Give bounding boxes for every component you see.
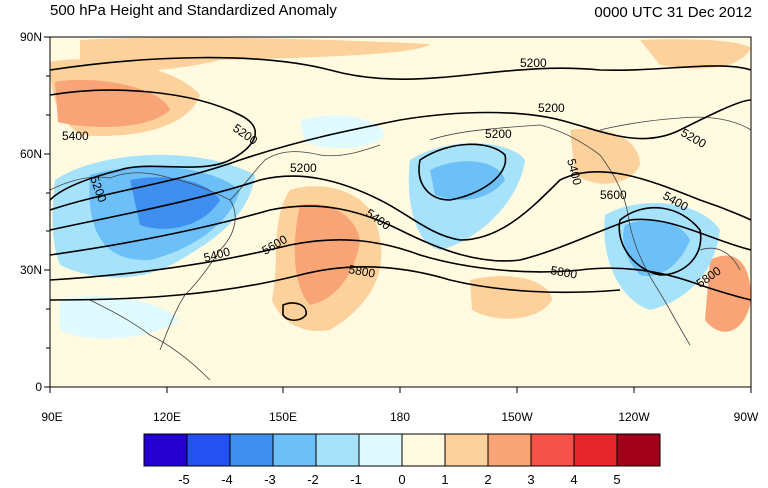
colorbar-label: -5 — [178, 472, 190, 487]
anomaly-positive-arctic-east — [640, 39, 751, 69]
colorbar-label: 2 — [484, 472, 492, 487]
colorbar-label: 4 — [570, 472, 578, 487]
x-tick-label: 150E — [268, 410, 298, 424]
y-tick-label: 30N — [19, 263, 42, 277]
anomaly-negative-usa-core — [623, 220, 690, 276]
colorbar-swatch — [401, 433, 446, 467]
x-tick-label: 180 — [389, 410, 411, 424]
contour-label: 5800 — [549, 263, 578, 281]
x-tick-label: 120E — [152, 410, 182, 424]
coastlines — [50, 116, 751, 381]
contour-label: 5200 — [520, 56, 547, 70]
contour-label: 5200 — [290, 161, 317, 175]
colorbar-label: 3 — [527, 472, 535, 487]
contour-label: 5400 — [62, 129, 89, 143]
height-contours — [50, 56, 751, 322]
colorbar-swatch — [616, 433, 661, 467]
x-tick-label: 90W — [733, 410, 759, 424]
colorbar-label: -4 — [221, 472, 233, 487]
y-tick-label: 0 — [35, 380, 42, 394]
colorbar-swatch — [487, 433, 532, 467]
colorbar-swatch — [229, 433, 274, 467]
contour-label: 5200 — [485, 127, 512, 141]
contour-label: 5400 — [202, 244, 232, 265]
colorbar-label: -1 — [350, 472, 362, 487]
x-tick-label: 120W — [618, 410, 650, 424]
anomaly-positive-alaska — [570, 128, 640, 184]
colorbar-label: 0 — [398, 472, 406, 487]
anomaly-positive-hawaii — [470, 276, 552, 319]
contour-label: 5800 — [347, 262, 376, 280]
colorbar-swatch — [358, 433, 403, 467]
colorbar-label: 5 — [613, 472, 621, 487]
contour-label: 5200 — [538, 101, 565, 115]
tick-marks — [44, 36, 752, 393]
colorbar-swatch — [186, 433, 231, 467]
colorbar-swatch — [530, 433, 575, 467]
x-tick-label: 150W — [501, 410, 533, 424]
anomaly-positive-pacific-core — [294, 204, 360, 305]
colorbar-label: -2 — [307, 472, 319, 487]
colorbar-swatch — [315, 433, 360, 467]
anomaly-negative-south — [60, 296, 180, 339]
colorbar-label: 1 — [441, 472, 449, 487]
y-tick-label: 90N — [19, 30, 42, 44]
colorbar-swatch — [444, 433, 489, 467]
anomaly-positive-arctic — [80, 37, 430, 72]
map-timestamp: 0000 UTC 31 Dec 2012 — [594, 4, 752, 21]
colorbar-swatch — [272, 433, 317, 467]
colorbar — [143, 433, 661, 467]
colorbar-label: -3 — [264, 472, 276, 487]
anomaly-negative-bering-core — [430, 161, 505, 200]
contour-label: 5600 — [600, 188, 627, 202]
map-title: 500 hPa Height and Standardized Anomaly — [50, 2, 337, 19]
y-tick-label: 60N — [19, 147, 42, 161]
colorbar-swatch — [143, 433, 188, 467]
x-tick-label: 90E — [41, 410, 63, 424]
contour-label: 5400 — [564, 157, 585, 187]
colorbar-swatch — [573, 433, 618, 467]
